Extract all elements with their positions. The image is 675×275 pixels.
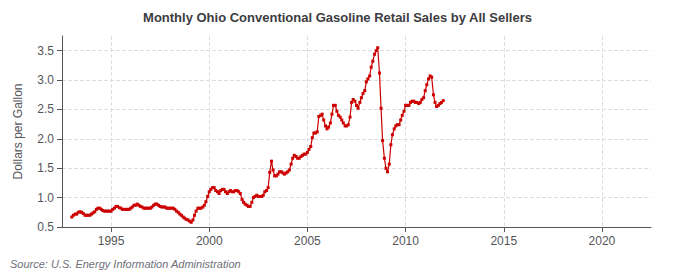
svg-text:2015: 2015 — [490, 234, 517, 248]
svg-text:2010: 2010 — [392, 234, 419, 248]
svg-text:Monthly Ohio Conventional Gaso: Monthly Ohio Conventional Gasoline Retai… — [143, 10, 532, 25]
svg-text:2005: 2005 — [294, 234, 321, 248]
svg-text:1.0: 1.0 — [37, 191, 54, 205]
svg-text:Source: U.S. Energy Informatio: Source: U.S. Energy Information Administ… — [10, 258, 241, 270]
svg-text:2020: 2020 — [589, 234, 616, 248]
svg-text:3.5: 3.5 — [37, 44, 54, 58]
svg-text:2.5: 2.5 — [37, 102, 54, 116]
svg-text:2.0: 2.0 — [37, 132, 54, 146]
svg-text:1995: 1995 — [98, 234, 125, 248]
svg-text:Dollars per Gallon: Dollars per Gallon — [11, 83, 25, 179]
svg-text:0.5: 0.5 — [37, 220, 54, 234]
svg-text:3.0: 3.0 — [37, 73, 54, 87]
svg-text:2000: 2000 — [196, 234, 223, 248]
svg-text:1.5: 1.5 — [37, 161, 54, 175]
